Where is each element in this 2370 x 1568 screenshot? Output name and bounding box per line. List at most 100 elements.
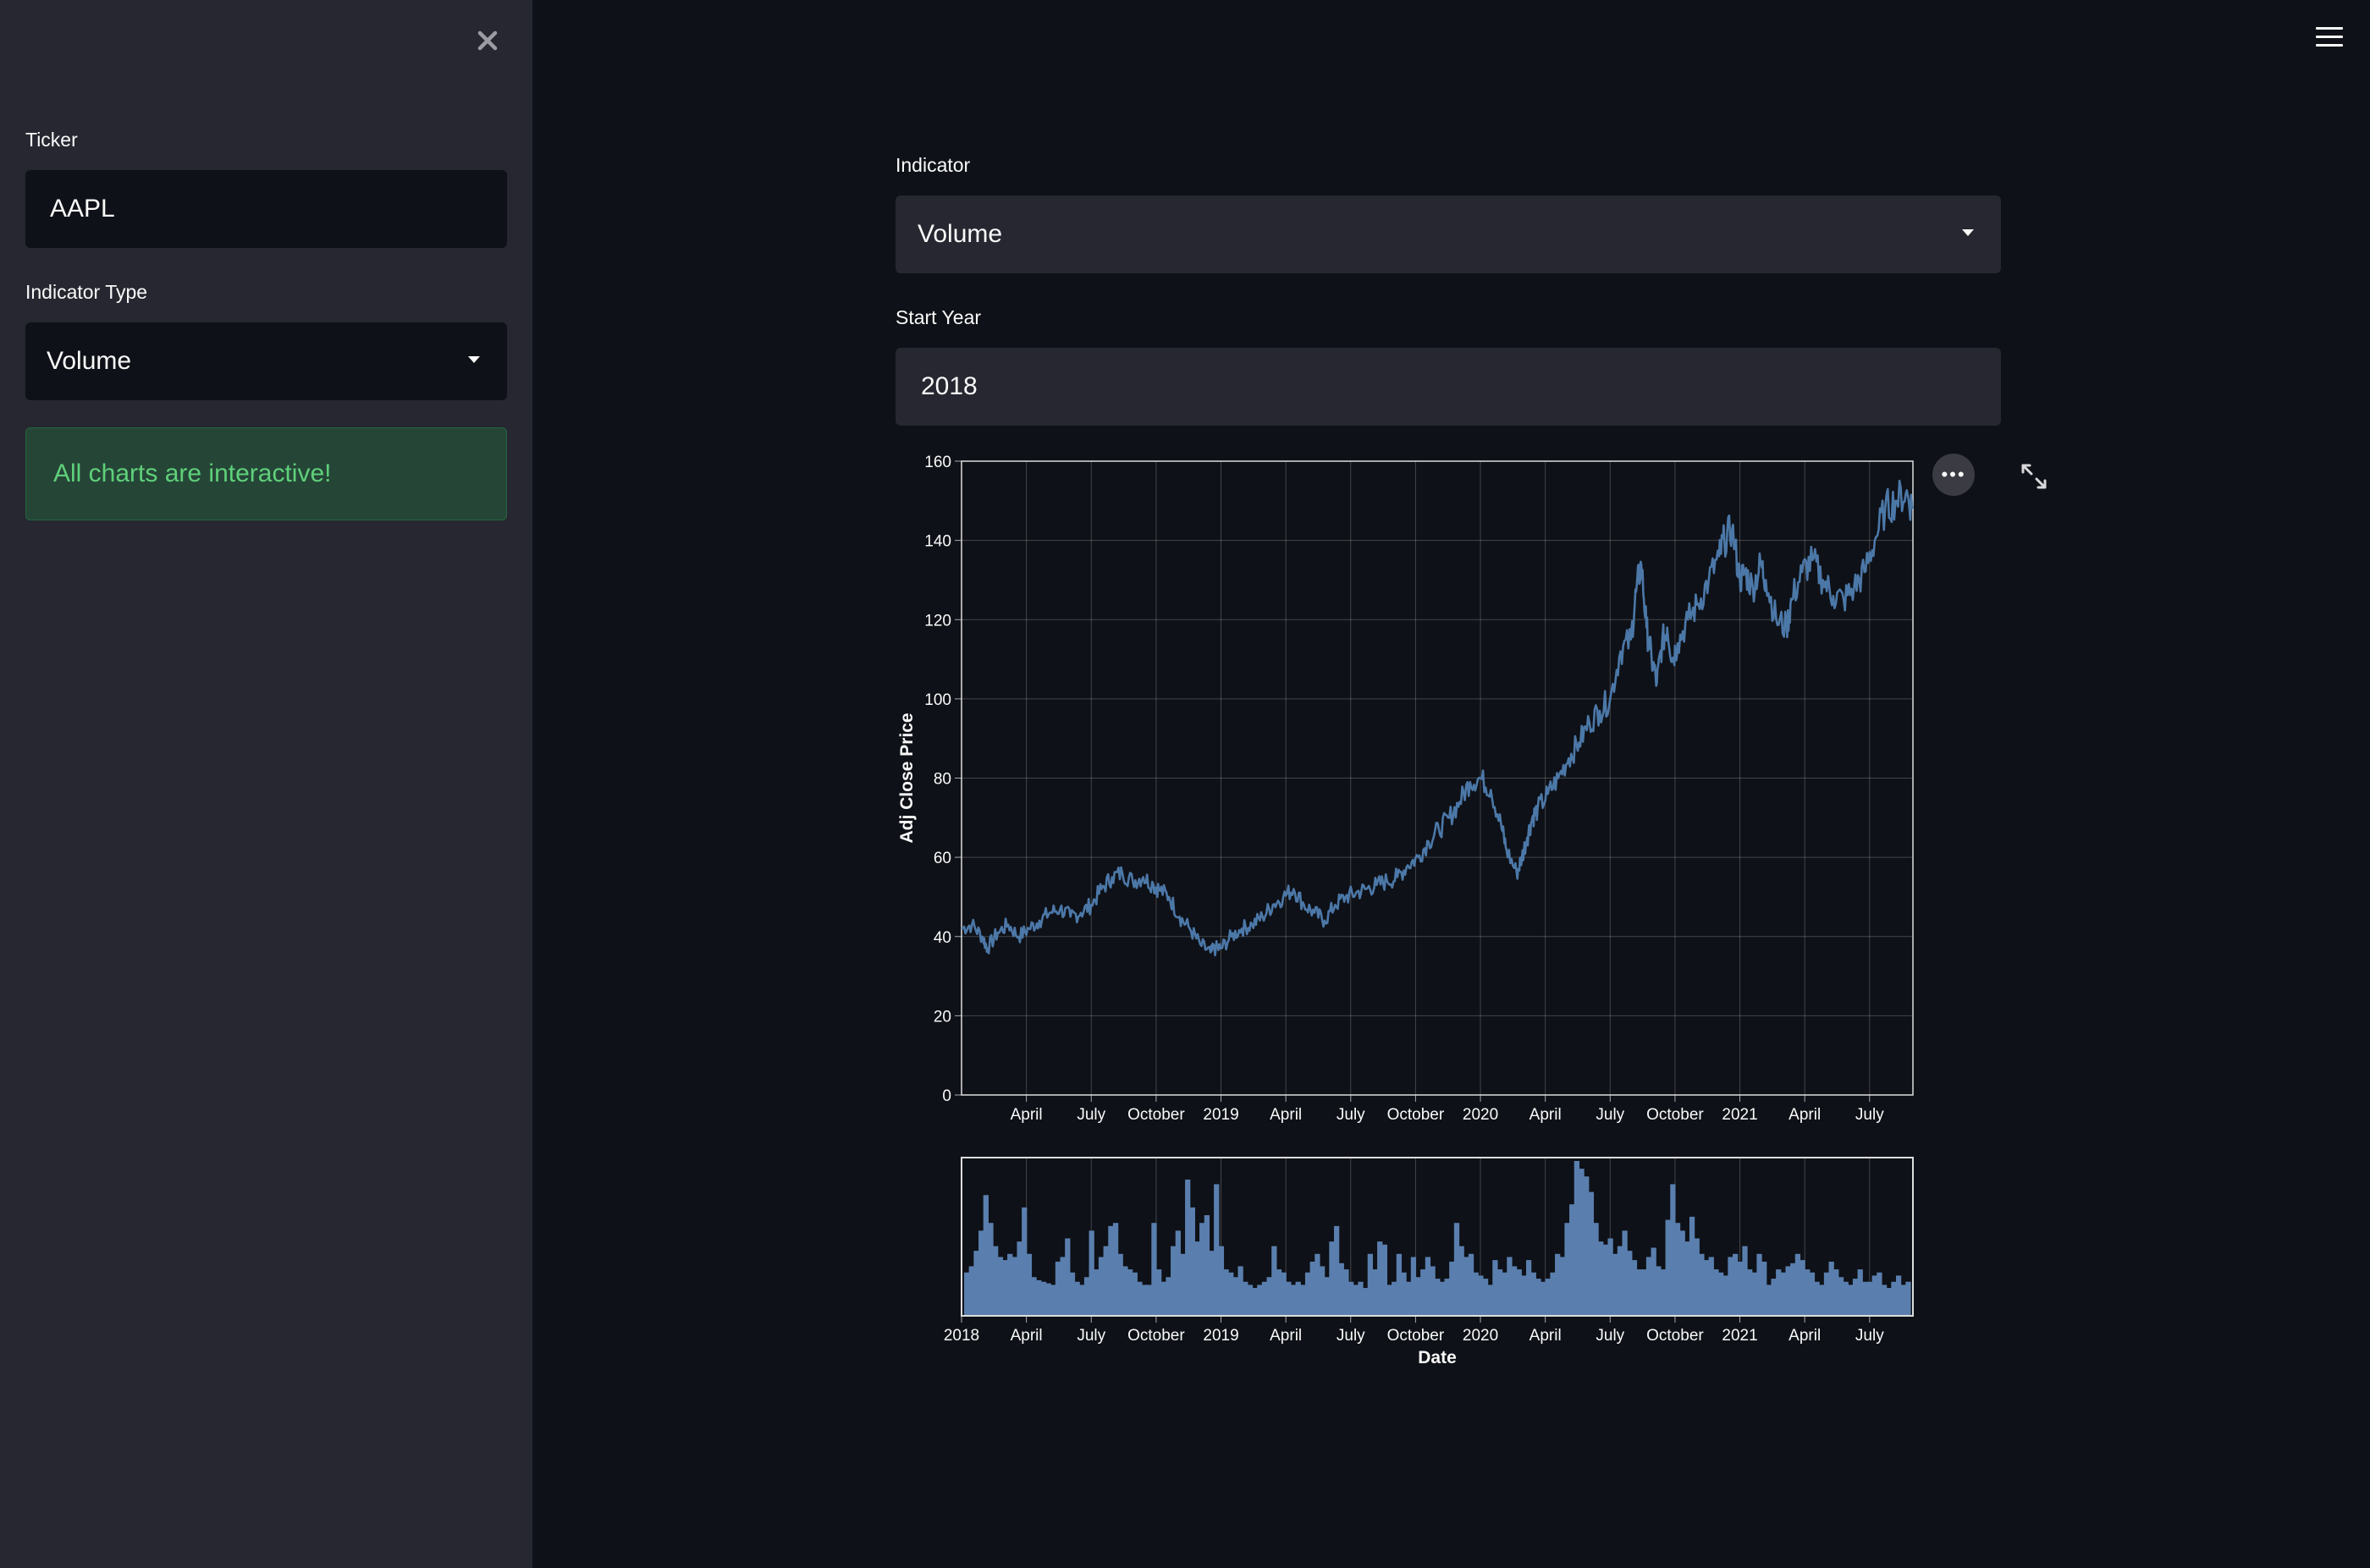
volume-bar — [1877, 1272, 1882, 1316]
volume-bar — [1636, 1269, 1642, 1316]
volume-bar — [1574, 1161, 1580, 1316]
volume-bar — [968, 1266, 974, 1316]
indicator-select[interactable]: Volume — [896, 195, 2001, 273]
y-tick-label: 140 — [924, 533, 951, 551]
volume-bar — [1800, 1260, 1805, 1316]
volume-bar — [1232, 1277, 1239, 1316]
volume-bar — [1559, 1257, 1565, 1316]
y-tick-label: 160 — [924, 454, 951, 471]
volume-bar — [1617, 1246, 1623, 1316]
y-axis-title: Adj Close Price — [897, 712, 917, 843]
ticker-label: Ticker — [25, 129, 78, 151]
x-tick-label: April — [1270, 1327, 1302, 1345]
volume-bar — [1074, 1281, 1080, 1316]
close-sidebar-button[interactable] — [471, 24, 504, 58]
x-tick-label: July — [1596, 1106, 1624, 1124]
volume-bar — [1117, 1253, 1123, 1316]
volume-bar — [1805, 1269, 1811, 1316]
x-tick-label: April — [1529, 1327, 1562, 1345]
start-year-input[interactable]: 2018 — [896, 348, 2001, 426]
volume-bar — [1550, 1272, 1556, 1316]
volume-bar — [1171, 1246, 1177, 1316]
volume-bar — [1516, 1269, 1522, 1316]
volume-bar — [1276, 1269, 1282, 1316]
ticker-input[interactable]: AAPL — [25, 170, 507, 248]
hamburger-menu-button[interactable] — [2316, 27, 2343, 54]
volume-bar — [1478, 1275, 1484, 1316]
volume-bar — [1828, 1261, 1834, 1316]
volume-bar — [1555, 1253, 1561, 1316]
volume-bar — [1079, 1285, 1085, 1316]
volume-bar — [1228, 1272, 1234, 1316]
volume-bar — [1651, 1247, 1656, 1316]
volume-bar — [1900, 1285, 1906, 1316]
volume-bar — [1584, 1176, 1590, 1316]
x-tick-label: October — [1646, 1327, 1704, 1345]
y-tick-label: 100 — [924, 691, 951, 709]
volume-bar — [1083, 1277, 1090, 1316]
volume-bar — [1468, 1253, 1474, 1316]
volume-bar — [1266, 1277, 1272, 1316]
more-actions-icon: ••• — [1941, 464, 1966, 485]
x-tick-label: 2019 — [1203, 1327, 1238, 1345]
indicator-type-select[interactable]: Volume — [25, 322, 507, 400]
volume-bar — [1751, 1272, 1757, 1316]
x-tick-label: July — [1596, 1327, 1624, 1345]
volume-bar — [1742, 1246, 1748, 1316]
volume-bar — [1089, 1230, 1094, 1316]
volume-bar — [1435, 1279, 1441, 1316]
volume-bar — [1747, 1269, 1753, 1316]
volume-bar — [1737, 1261, 1743, 1316]
chevron-down-icon — [1962, 229, 1974, 236]
volume-bar — [1098, 1257, 1105, 1316]
volume-bar — [1713, 1269, 1719, 1316]
volume-bar — [1319, 1266, 1326, 1316]
volume-bar — [1833, 1269, 1839, 1316]
volume-bar — [1045, 1283, 1051, 1316]
volume-bar — [1439, 1281, 1446, 1316]
volume-bar — [1453, 1223, 1460, 1316]
x-tick-label: 2018 — [944, 1327, 979, 1345]
sidebar: Ticker AAPL Indicator Type Volume All ch… — [0, 0, 532, 1568]
y-tick-label: 80 — [934, 771, 951, 789]
volume-bar — [1717, 1272, 1724, 1316]
volume-bar — [1007, 1253, 1013, 1316]
volume-bar — [1055, 1261, 1061, 1316]
volume-bar — [1040, 1281, 1047, 1316]
volume-bar — [973, 1251, 979, 1316]
chart-more-actions-button[interactable]: ••• — [1932, 454, 1975, 496]
volume-bar — [1607, 1238, 1613, 1316]
volume-bar — [1679, 1230, 1685, 1316]
volume-bar — [1315, 1253, 1320, 1316]
volume-bar — [993, 1246, 999, 1316]
chevron-down-icon — [468, 356, 480, 363]
volume-bar — [1103, 1246, 1109, 1316]
volume-bar — [1579, 1169, 1585, 1316]
volume-bar — [1214, 1184, 1220, 1316]
volume-bar — [1026, 1253, 1033, 1316]
volume-bar — [1396, 1253, 1403, 1316]
volume-bar — [1257, 1285, 1263, 1316]
volume-bar — [1406, 1281, 1412, 1316]
volume-bar — [1108, 1225, 1114, 1316]
volume-bar — [1261, 1281, 1268, 1316]
x-tick-label: April — [1270, 1106, 1302, 1124]
volume-bar — [1358, 1281, 1364, 1316]
x-tick-label: April — [1011, 1327, 1043, 1345]
volume-bar — [1050, 1285, 1056, 1316]
volume-bar — [1444, 1279, 1450, 1316]
volume-bar — [1410, 1257, 1417, 1316]
chart-fullscreen-button[interactable] — [2020, 462, 2048, 491]
volume-bar — [1708, 1257, 1714, 1316]
volume-bar — [1304, 1272, 1311, 1316]
volume-bar — [1141, 1285, 1148, 1316]
volume-bar — [1348, 1281, 1354, 1316]
volume-bar — [1247, 1285, 1254, 1316]
volume-bar — [1295, 1281, 1301, 1316]
volume-bar — [1785, 1266, 1791, 1316]
volume-bar — [1871, 1275, 1877, 1316]
volume-bar — [1656, 1266, 1662, 1316]
volume-bar — [1703, 1260, 1710, 1316]
volume-bar — [1065, 1238, 1071, 1316]
